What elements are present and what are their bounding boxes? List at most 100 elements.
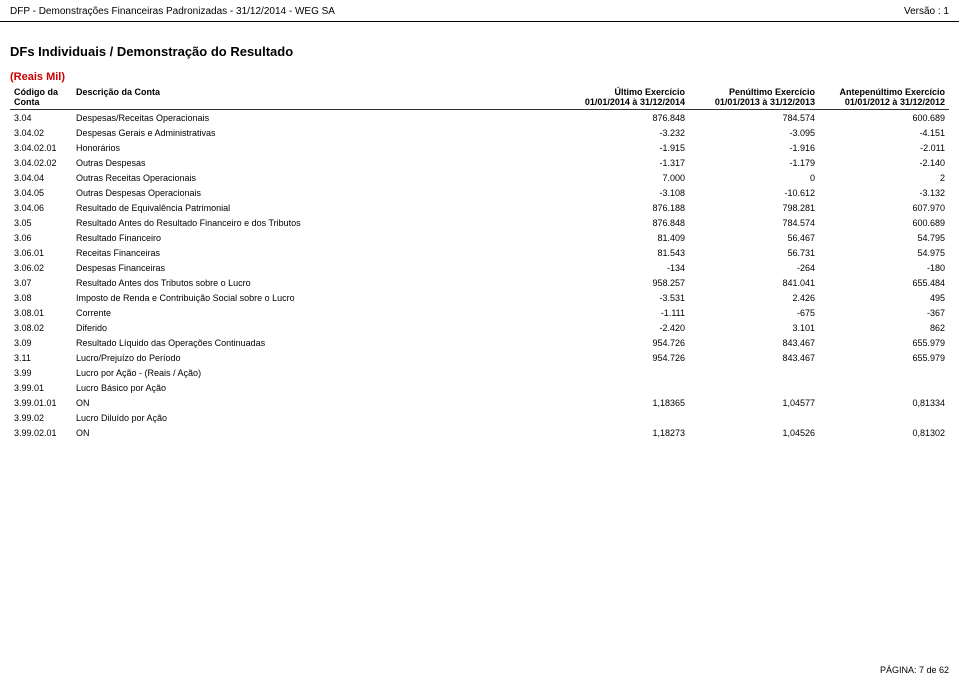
col-p3-l2: 01/01/2012 à 31/12/2012 (845, 97, 945, 107)
cell-v3: 0,81302 (819, 425, 949, 440)
cell-v3: 655.979 (819, 335, 949, 350)
cell-v2 (689, 410, 819, 425)
cell-v2: 784.574 (689, 215, 819, 230)
cell-v3: 54.795 (819, 230, 949, 245)
cell-v1: 954.726 (559, 350, 689, 365)
table-row: 3.04.02.01Honorários-1.915-1.916-2.011 (10, 140, 949, 155)
cell-code: 3.06.01 (10, 245, 72, 260)
unit-label: (Reais Mil) (0, 61, 959, 85)
cell-desc: Outras Receitas Operacionais (72, 170, 559, 185)
cell-v1: 876.848 (559, 215, 689, 230)
table-row: 3.04.04Outras Receitas Operacionais7.000… (10, 170, 949, 185)
cell-code: 3.04.04 (10, 170, 72, 185)
cell-v1 (559, 380, 689, 395)
table-row: 3.99.01.01ON1,183651,045770,81334 (10, 395, 949, 410)
doc-version: Versão : 1 (904, 6, 949, 17)
cell-v2: 3.101 (689, 320, 819, 335)
cell-v1: -3.531 (559, 290, 689, 305)
cell-v1: 81.543 (559, 245, 689, 260)
col-period3: Antepenúltimo Exercício 01/01/2012 à 31/… (819, 85, 949, 110)
table-row: 3.99.02.01ON1,182731,045260,81302 (10, 425, 949, 440)
cell-desc: Imposto de Renda e Contribuição Social s… (72, 290, 559, 305)
table-row: 3.08.02Diferido-2.4203.101862 (10, 320, 949, 335)
table-row: 3.99Lucro por Ação - (Reais / Ação) (10, 365, 949, 380)
table-row: 3.08.01Corrente-1.111-675-367 (10, 305, 949, 320)
cell-code: 3.99.02 (10, 410, 72, 425)
cell-v3: 607.970 (819, 200, 949, 215)
table-row: 3.04.02Despesas Gerais e Administrativas… (10, 125, 949, 140)
cell-desc: Lucro Básico por Ação (72, 380, 559, 395)
cell-v1: -2.420 (559, 320, 689, 335)
cell-desc: Lucro por Ação - (Reais / Ação) (72, 365, 559, 380)
cell-code: 3.99.01 (10, 380, 72, 395)
page-footer: PÁGINA: 7 de 62 (880, 665, 949, 675)
table-row: 3.06Resultado Financeiro81.40956.46754.7… (10, 230, 949, 245)
cell-v1: -1.915 (559, 140, 689, 155)
table-row: 3.04Despesas/Receitas Operacionais876.84… (10, 110, 949, 126)
cell-v3 (819, 365, 949, 380)
cell-v2: 1,04526 (689, 425, 819, 440)
cell-v2: -675 (689, 305, 819, 320)
cell-v3: 600.689 (819, 110, 949, 126)
cell-code: 3.04.02.01 (10, 140, 72, 155)
cell-v3 (819, 410, 949, 425)
cell-v1: 81.409 (559, 230, 689, 245)
cell-desc: Resultado Líquido das Operações Continua… (72, 335, 559, 350)
cell-v3: -180 (819, 260, 949, 275)
cell-v2: -1.916 (689, 140, 819, 155)
cell-v3: 54.975 (819, 245, 949, 260)
col-p1-l1: Último Exercício (614, 87, 685, 97)
cell-desc: Despesas/Receitas Operacionais (72, 110, 559, 126)
col-p1-l2: 01/01/2014 à 31/12/2014 (585, 97, 685, 107)
cell-code: 3.04.02 (10, 125, 72, 140)
table-row: 3.99.01Lucro Básico por Ação (10, 380, 949, 395)
col-code: Código da Conta (10, 85, 72, 110)
cell-v1: -1.317 (559, 155, 689, 170)
table-row: 3.04.06Resultado de Equivalência Patrimo… (10, 200, 949, 215)
cell-v3: -3.132 (819, 185, 949, 200)
cell-desc: Resultado Antes dos Tributos sobre o Luc… (72, 275, 559, 290)
cell-desc: Corrente (72, 305, 559, 320)
col-p2-l1: Penúltimo Exercício (729, 87, 815, 97)
cell-v3: -2.140 (819, 155, 949, 170)
cell-desc: Receitas Financeiras (72, 245, 559, 260)
cell-v1: 876.848 (559, 110, 689, 126)
cell-v1: 958.257 (559, 275, 689, 290)
cell-v2: 56.467 (689, 230, 819, 245)
table-row: 3.11Lucro/Prejuízo do Período954.726843.… (10, 350, 949, 365)
table-row: 3.07Resultado Antes dos Tributos sobre o… (10, 275, 949, 290)
cell-v1: -1.111 (559, 305, 689, 320)
table-row: 3.06.01Receitas Financeiras81.54356.7315… (10, 245, 949, 260)
cell-v3: 655.484 (819, 275, 949, 290)
cell-code: 3.99.01.01 (10, 395, 72, 410)
cell-v1 (559, 365, 689, 380)
table-container: Código da Conta Descrição da Conta Últim… (0, 85, 959, 440)
col-period2: Penúltimo Exercício 01/01/2013 à 31/12/2… (689, 85, 819, 110)
cell-v2: 0 (689, 170, 819, 185)
cell-v2 (689, 365, 819, 380)
cell-v2: 784.574 (689, 110, 819, 126)
cell-code: 3.11 (10, 350, 72, 365)
col-p2-l2: 01/01/2013 à 31/12/2013 (715, 97, 815, 107)
cell-code: 3.04.02.02 (10, 155, 72, 170)
cell-v3: -4.151 (819, 125, 949, 140)
cell-desc: Outras Despesas Operacionais (72, 185, 559, 200)
cell-v2 (689, 380, 819, 395)
cell-v2: -3.095 (689, 125, 819, 140)
cell-v3: 655.979 (819, 350, 949, 365)
cell-code: 3.08 (10, 290, 72, 305)
col-desc: Descrição da Conta (72, 85, 559, 110)
table-row: 3.99.02Lucro Diluído por Ação (10, 410, 949, 425)
cell-v2: 798.281 (689, 200, 819, 215)
col-code-l2: Conta (14, 97, 40, 107)
doc-title: DFP - Demonstrações Financeiras Padroniz… (10, 6, 335, 17)
cell-desc: Honorários (72, 140, 559, 155)
table-row: 3.04.05Outras Despesas Operacionais-3.10… (10, 185, 949, 200)
cell-v2: 1,04577 (689, 395, 819, 410)
cell-v1 (559, 410, 689, 425)
cell-code: 3.99 (10, 365, 72, 380)
cell-code: 3.06.02 (10, 260, 72, 275)
cell-desc: Resultado de Equivalência Patrimonial (72, 200, 559, 215)
cell-code: 3.05 (10, 215, 72, 230)
table-header: Código da Conta Descrição da Conta Últim… (10, 85, 949, 110)
